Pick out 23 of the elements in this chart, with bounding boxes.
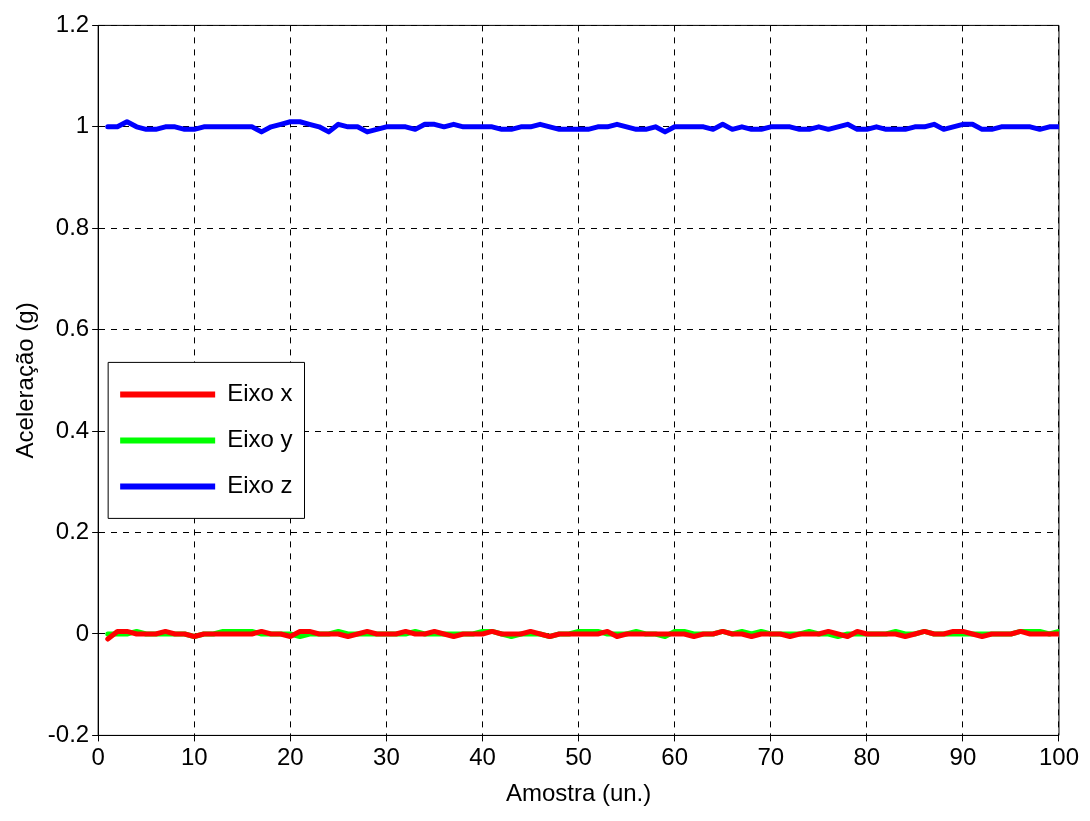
x-tick-label: 50 — [565, 743, 592, 771]
x-tick-label: 90 — [949, 743, 977, 771]
y-tick-label: 1.2 — [55, 10, 90, 38]
x-tick-label: 10 — [180, 743, 208, 771]
legend-label: Eixo z — [227, 471, 293, 499]
y-tick-label: -0.2 — [47, 720, 90, 748]
y-tick-label: 0.8 — [55, 212, 90, 240]
x-tick-label: 60 — [661, 743, 688, 771]
x-tick-label: 30 — [373, 743, 400, 771]
x-tick-label: 20 — [276, 743, 304, 771]
y-tick-label: 0.4 — [55, 415, 90, 443]
y-tick-label: 1 — [75, 111, 90, 139]
legend-label: Eixo x — [227, 379, 293, 407]
x-tick-label: 80 — [853, 743, 881, 771]
x-tick-label: 70 — [757, 743, 785, 771]
x-tick-label: 100 — [1038, 743, 1079, 771]
x-axis-title: Amostra (un.) — [505, 779, 652, 807]
y-tick-label: 0.2 — [55, 517, 90, 545]
y-axis-title: Aceleração (g) — [11, 302, 39, 459]
x-tick-label: 40 — [469, 743, 496, 771]
y-tick-label: 0.6 — [55, 314, 90, 342]
y-tick-label: 0 — [75, 618, 90, 646]
legend-label: Eixo y — [227, 425, 293, 453]
